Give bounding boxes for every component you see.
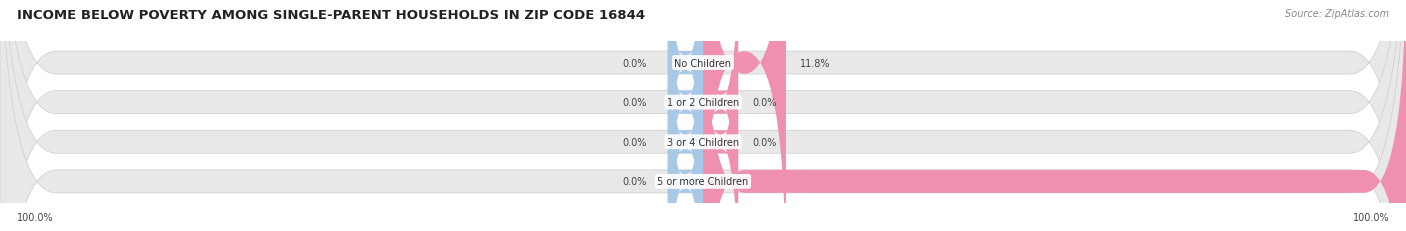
FancyBboxPatch shape xyxy=(703,0,1406,231)
FancyBboxPatch shape xyxy=(668,0,703,231)
Text: Source: ZipAtlas.com: Source: ZipAtlas.com xyxy=(1285,9,1389,19)
Text: 0.0%: 0.0% xyxy=(623,98,647,108)
Text: 0.0%: 0.0% xyxy=(623,177,647,187)
Text: 100.0%: 100.0% xyxy=(1353,212,1389,222)
Text: No Children: No Children xyxy=(675,58,731,68)
Text: 0.0%: 0.0% xyxy=(623,58,647,68)
Text: 5 or more Children: 5 or more Children xyxy=(658,177,748,187)
Text: 0.0%: 0.0% xyxy=(752,137,776,147)
FancyBboxPatch shape xyxy=(703,0,738,231)
Text: 0.0%: 0.0% xyxy=(623,137,647,147)
FancyBboxPatch shape xyxy=(703,0,786,231)
Text: INCOME BELOW POVERTY AMONG SINGLE-PARENT HOUSEHOLDS IN ZIP CODE 16844: INCOME BELOW POVERTY AMONG SINGLE-PARENT… xyxy=(17,9,645,22)
Text: 100.0%: 100.0% xyxy=(17,212,53,222)
Text: 11.8%: 11.8% xyxy=(800,58,831,68)
Text: 0.0%: 0.0% xyxy=(752,98,776,108)
Text: 1 or 2 Children: 1 or 2 Children xyxy=(666,98,740,108)
FancyBboxPatch shape xyxy=(668,0,703,210)
FancyBboxPatch shape xyxy=(668,35,703,231)
FancyBboxPatch shape xyxy=(703,0,738,231)
Text: 3 or 4 Children: 3 or 4 Children xyxy=(666,137,740,147)
FancyBboxPatch shape xyxy=(668,0,703,231)
